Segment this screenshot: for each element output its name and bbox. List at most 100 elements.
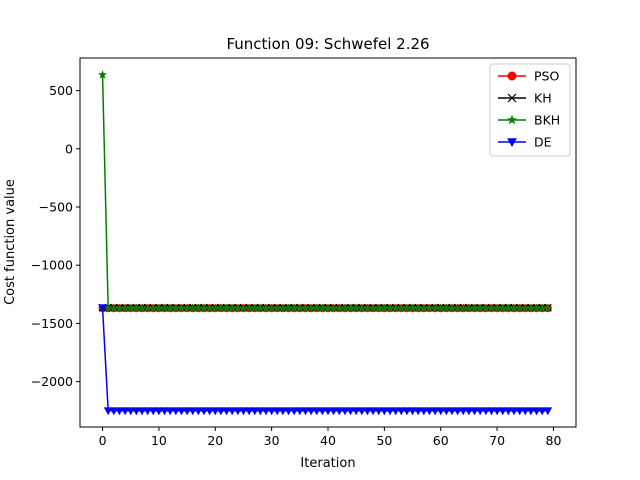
data-point: [498, 407, 508, 416]
data-point: [543, 407, 553, 416]
y-axis-label: Cost function value: [3, 179, 18, 305]
data-point: [363, 407, 372, 416]
data-point: [227, 407, 237, 416]
data-point: [357, 407, 367, 416]
series-layer: [97, 70, 553, 416]
data-point: [272, 407, 282, 416]
data-point: [278, 407, 288, 416]
legend-label: DE: [534, 135, 552, 150]
data-point: [391, 407, 400, 416]
x-tick-label: 10: [151, 433, 167, 448]
data-point: [464, 407, 474, 416]
data-point: [374, 407, 384, 416]
legend-item-pso: PSO: [498, 69, 559, 84]
data-point: [216, 407, 226, 416]
legend-item-kh: KH: [498, 91, 552, 106]
x-tick-label: 30: [264, 433, 280, 448]
data-point: [520, 407, 530, 416]
data-point: [171, 407, 181, 416]
data-point: [408, 407, 417, 416]
data-point: [165, 407, 175, 416]
data-point: [532, 407, 541, 416]
data-point: [160, 407, 169, 416]
data-point: [126, 407, 136, 416]
data-point: [267, 407, 276, 416]
data-point: [199, 407, 209, 416]
data-point: [385, 407, 395, 416]
y-tick-label: 500: [49, 83, 73, 98]
y-tick-label: −500: [39, 199, 73, 214]
data-point: [436, 407, 446, 416]
data-point: [507, 93, 517, 103]
data-point: [182, 407, 192, 416]
data-point: [425, 407, 434, 416]
legend-label: KH: [534, 91, 552, 106]
data-point: [334, 407, 344, 416]
data-point: [295, 407, 305, 416]
data-point: [137, 407, 147, 416]
data-point: [346, 407, 355, 416]
data-point: [470, 407, 479, 416]
x-tick-label: 80: [546, 433, 562, 448]
data-point: [323, 407, 333, 416]
data-point: [306, 407, 316, 416]
data-point: [458, 407, 468, 416]
data-point: [222, 407, 231, 416]
y-axis: 500 0 −500 −1000 −1500 −2000: [31, 83, 80, 389]
data-point: [492, 407, 502, 416]
data-point: [402, 407, 412, 416]
data-point: [515, 407, 524, 416]
data-point: [507, 71, 517, 81]
data-point: [507, 138, 517, 148]
data-point: [447, 407, 457, 416]
data-point: [188, 407, 198, 416]
data-point: [177, 407, 186, 416]
data-point: [98, 304, 107, 313]
data-point: [509, 407, 519, 416]
data-point: [419, 407, 429, 416]
data-point: [261, 407, 271, 416]
data-point: [115, 407, 124, 416]
legend-label: BKH: [534, 113, 560, 128]
y-tick-label: 0: [65, 141, 73, 156]
data-point: [312, 407, 322, 416]
legend-label: PSO: [534, 69, 559, 84]
data-point: [506, 114, 518, 125]
x-axis: 0 10 20 30 40 50 60 70 80: [99, 427, 562, 448]
y-tick-label: −1000: [31, 258, 73, 273]
data-point: [132, 407, 141, 416]
legend-box: [489, 63, 571, 157]
data-point: [284, 407, 293, 416]
data-point: [148, 407, 158, 416]
data-point: [154, 407, 164, 416]
data-point: [143, 407, 152, 416]
data-point: [109, 407, 119, 416]
data-point: [453, 407, 462, 416]
data-point: [442, 407, 451, 416]
data-point: [351, 407, 361, 416]
legend-item-de: DE: [498, 135, 552, 150]
x-axis-label: Iteration: [300, 456, 355, 471]
data-point: [329, 407, 338, 416]
data-point: [103, 407, 113, 416]
data-point: [318, 407, 327, 416]
data-point: [250, 407, 260, 416]
data-point: [475, 407, 485, 416]
series-de: [98, 304, 553, 416]
data-point: [289, 407, 299, 416]
x-tick-label: 70: [489, 433, 505, 448]
x-tick-label: 0: [99, 433, 107, 448]
data-point: [301, 407, 310, 416]
x-tick-label: 40: [320, 433, 336, 448]
data-point: [205, 407, 214, 416]
data-point: [256, 407, 265, 416]
data-point: [380, 407, 389, 416]
series-bkh: [97, 70, 553, 312]
data-point: [487, 407, 496, 416]
data-point: [368, 407, 378, 416]
data-point: [340, 407, 350, 416]
data-point: [210, 407, 220, 416]
data-point: [543, 303, 553, 312]
chart-title: Function 09: Schwefel 2.26: [226, 35, 429, 53]
